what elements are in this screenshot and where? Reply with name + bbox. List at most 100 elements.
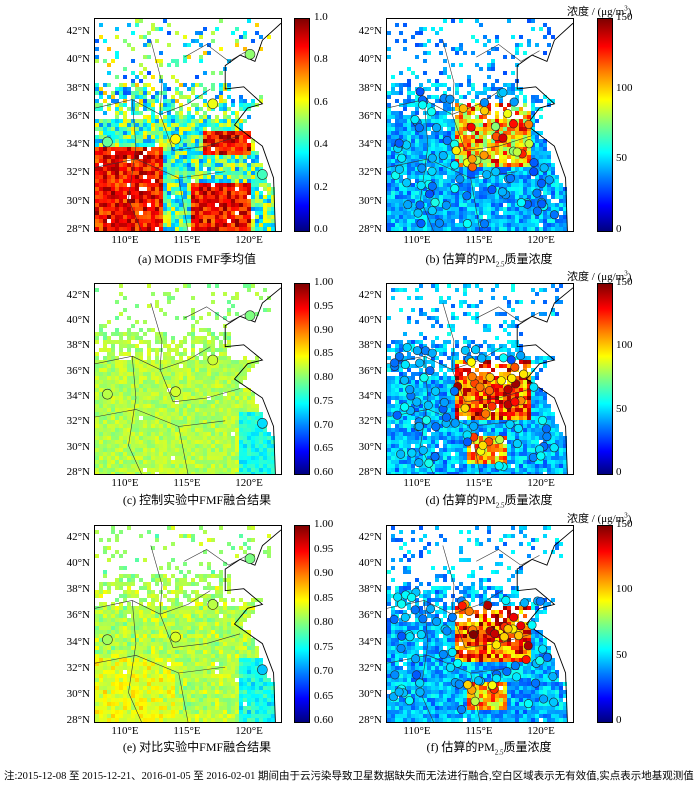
heatmap-cell bbox=[191, 207, 195, 211]
heatmap-cell bbox=[107, 195, 111, 199]
heatmap-cell bbox=[115, 223, 119, 227]
heatmap-cell bbox=[127, 215, 131, 219]
heatmap-cell bbox=[131, 31, 135, 35]
heatmap-cell bbox=[123, 296, 127, 300]
heatmap-cell bbox=[219, 127, 223, 131]
heatmap-cell bbox=[235, 147, 239, 151]
heatmap-cell bbox=[107, 464, 111, 468]
heatmap-cell bbox=[135, 83, 139, 87]
heatmap-cell bbox=[255, 456, 259, 460]
heatmap-cell bbox=[199, 376, 203, 380]
heatmap-cell bbox=[219, 464, 223, 468]
heatmap-cell bbox=[131, 428, 135, 432]
heatmap-cell bbox=[95, 288, 99, 292]
heatmap-cell bbox=[447, 388, 451, 392]
heatmap-cell bbox=[107, 179, 111, 183]
heatmap-cell bbox=[235, 448, 239, 452]
heatmap-cell bbox=[143, 340, 147, 344]
heatmap-cell bbox=[171, 191, 175, 195]
heatmap-cell bbox=[167, 167, 171, 171]
heatmap-cell bbox=[411, 308, 415, 312]
heatmap-cell bbox=[207, 151, 211, 155]
heatmap-cell bbox=[95, 219, 99, 223]
colorbar-tick-label: 1.0 bbox=[314, 11, 328, 23]
heatmap-cell bbox=[131, 59, 135, 63]
heatmap-cell bbox=[119, 183, 123, 187]
heatmap-cell bbox=[195, 384, 199, 388]
heatmap-cell bbox=[495, 163, 499, 167]
heatmap-cell bbox=[163, 384, 167, 388]
heatmap-cell bbox=[443, 71, 447, 75]
heatmap-cell bbox=[231, 444, 235, 448]
heatmap-cell bbox=[531, 215, 535, 219]
heatmap-cell bbox=[547, 227, 551, 231]
heatmap-cell bbox=[167, 468, 171, 472]
heatmap-cell bbox=[195, 376, 199, 380]
heatmap-cell bbox=[107, 203, 111, 207]
heatmap-cell bbox=[163, 139, 167, 143]
heatmap-cell bbox=[487, 39, 491, 43]
heatmap-cell bbox=[247, 432, 251, 436]
heatmap-cell bbox=[147, 404, 151, 408]
heatmap-cell bbox=[187, 195, 191, 199]
heatmap-cell bbox=[95, 187, 99, 191]
heatmap-cell bbox=[115, 183, 119, 187]
heatmap-cell bbox=[187, 139, 191, 143]
heatmap-cell bbox=[515, 139, 519, 143]
heatmap-cell bbox=[443, 119, 447, 123]
heatmap-cell bbox=[211, 456, 215, 460]
heatmap-cell bbox=[115, 416, 119, 420]
heatmap-cell bbox=[127, 119, 131, 123]
heatmap-cell bbox=[511, 139, 515, 143]
heatmap-cell bbox=[119, 392, 123, 396]
heatmap-cell bbox=[519, 163, 523, 167]
station-point bbox=[468, 162, 478, 172]
heatmap-cell bbox=[247, 179, 251, 183]
heatmap-cell bbox=[251, 392, 255, 396]
heatmap-cell bbox=[135, 103, 139, 107]
station-point bbox=[432, 123, 442, 133]
heatmap-cell bbox=[211, 119, 215, 123]
heatmap-cell bbox=[403, 127, 407, 131]
heatmap-cell bbox=[171, 147, 175, 151]
heatmap-cell bbox=[131, 219, 135, 223]
heatmap-cell bbox=[127, 452, 131, 456]
heatmap-cell bbox=[239, 468, 243, 472]
heatmap-cell bbox=[483, 340, 487, 344]
heatmap-cell bbox=[107, 380, 111, 384]
heatmap-cell bbox=[147, 91, 151, 95]
heatmap-cell bbox=[95, 360, 99, 364]
heatmap-cell bbox=[467, 312, 471, 316]
heatmap-cell bbox=[427, 175, 431, 179]
heatmap-cell bbox=[231, 195, 235, 199]
heatmap-cell bbox=[155, 211, 159, 215]
heatmap-cell bbox=[135, 167, 139, 171]
heatmap-cell bbox=[415, 388, 419, 392]
heatmap-cell bbox=[187, 408, 191, 412]
heatmap-cell bbox=[547, 159, 551, 163]
heatmap-cell bbox=[159, 111, 163, 115]
heatmap-cell bbox=[179, 207, 183, 211]
heatmap-cell bbox=[107, 352, 111, 356]
heatmap-cell bbox=[403, 388, 407, 392]
heatmap-cell bbox=[527, 183, 531, 187]
heatmap-cell bbox=[463, 95, 467, 99]
heatmap-cell bbox=[487, 123, 491, 127]
heatmap-cell bbox=[543, 191, 547, 195]
heatmap-cell bbox=[115, 372, 119, 376]
heatmap-cell bbox=[179, 340, 183, 344]
heatmap-cell bbox=[123, 135, 127, 139]
heatmap-cell bbox=[471, 151, 475, 155]
heatmap-cell bbox=[251, 207, 255, 211]
heatmap-cell bbox=[399, 191, 403, 195]
heatmap-cell bbox=[387, 139, 391, 143]
heatmap-cell bbox=[211, 155, 215, 159]
heatmap-cell bbox=[215, 167, 219, 171]
heatmap-cell bbox=[99, 420, 103, 424]
heatmap-cell bbox=[191, 127, 195, 131]
heatmap-cell bbox=[255, 472, 259, 474]
heatmap-cell bbox=[115, 75, 119, 79]
heatmap-cell bbox=[495, 47, 499, 51]
heatmap-cell bbox=[179, 171, 183, 175]
heatmap-cell bbox=[175, 372, 179, 376]
